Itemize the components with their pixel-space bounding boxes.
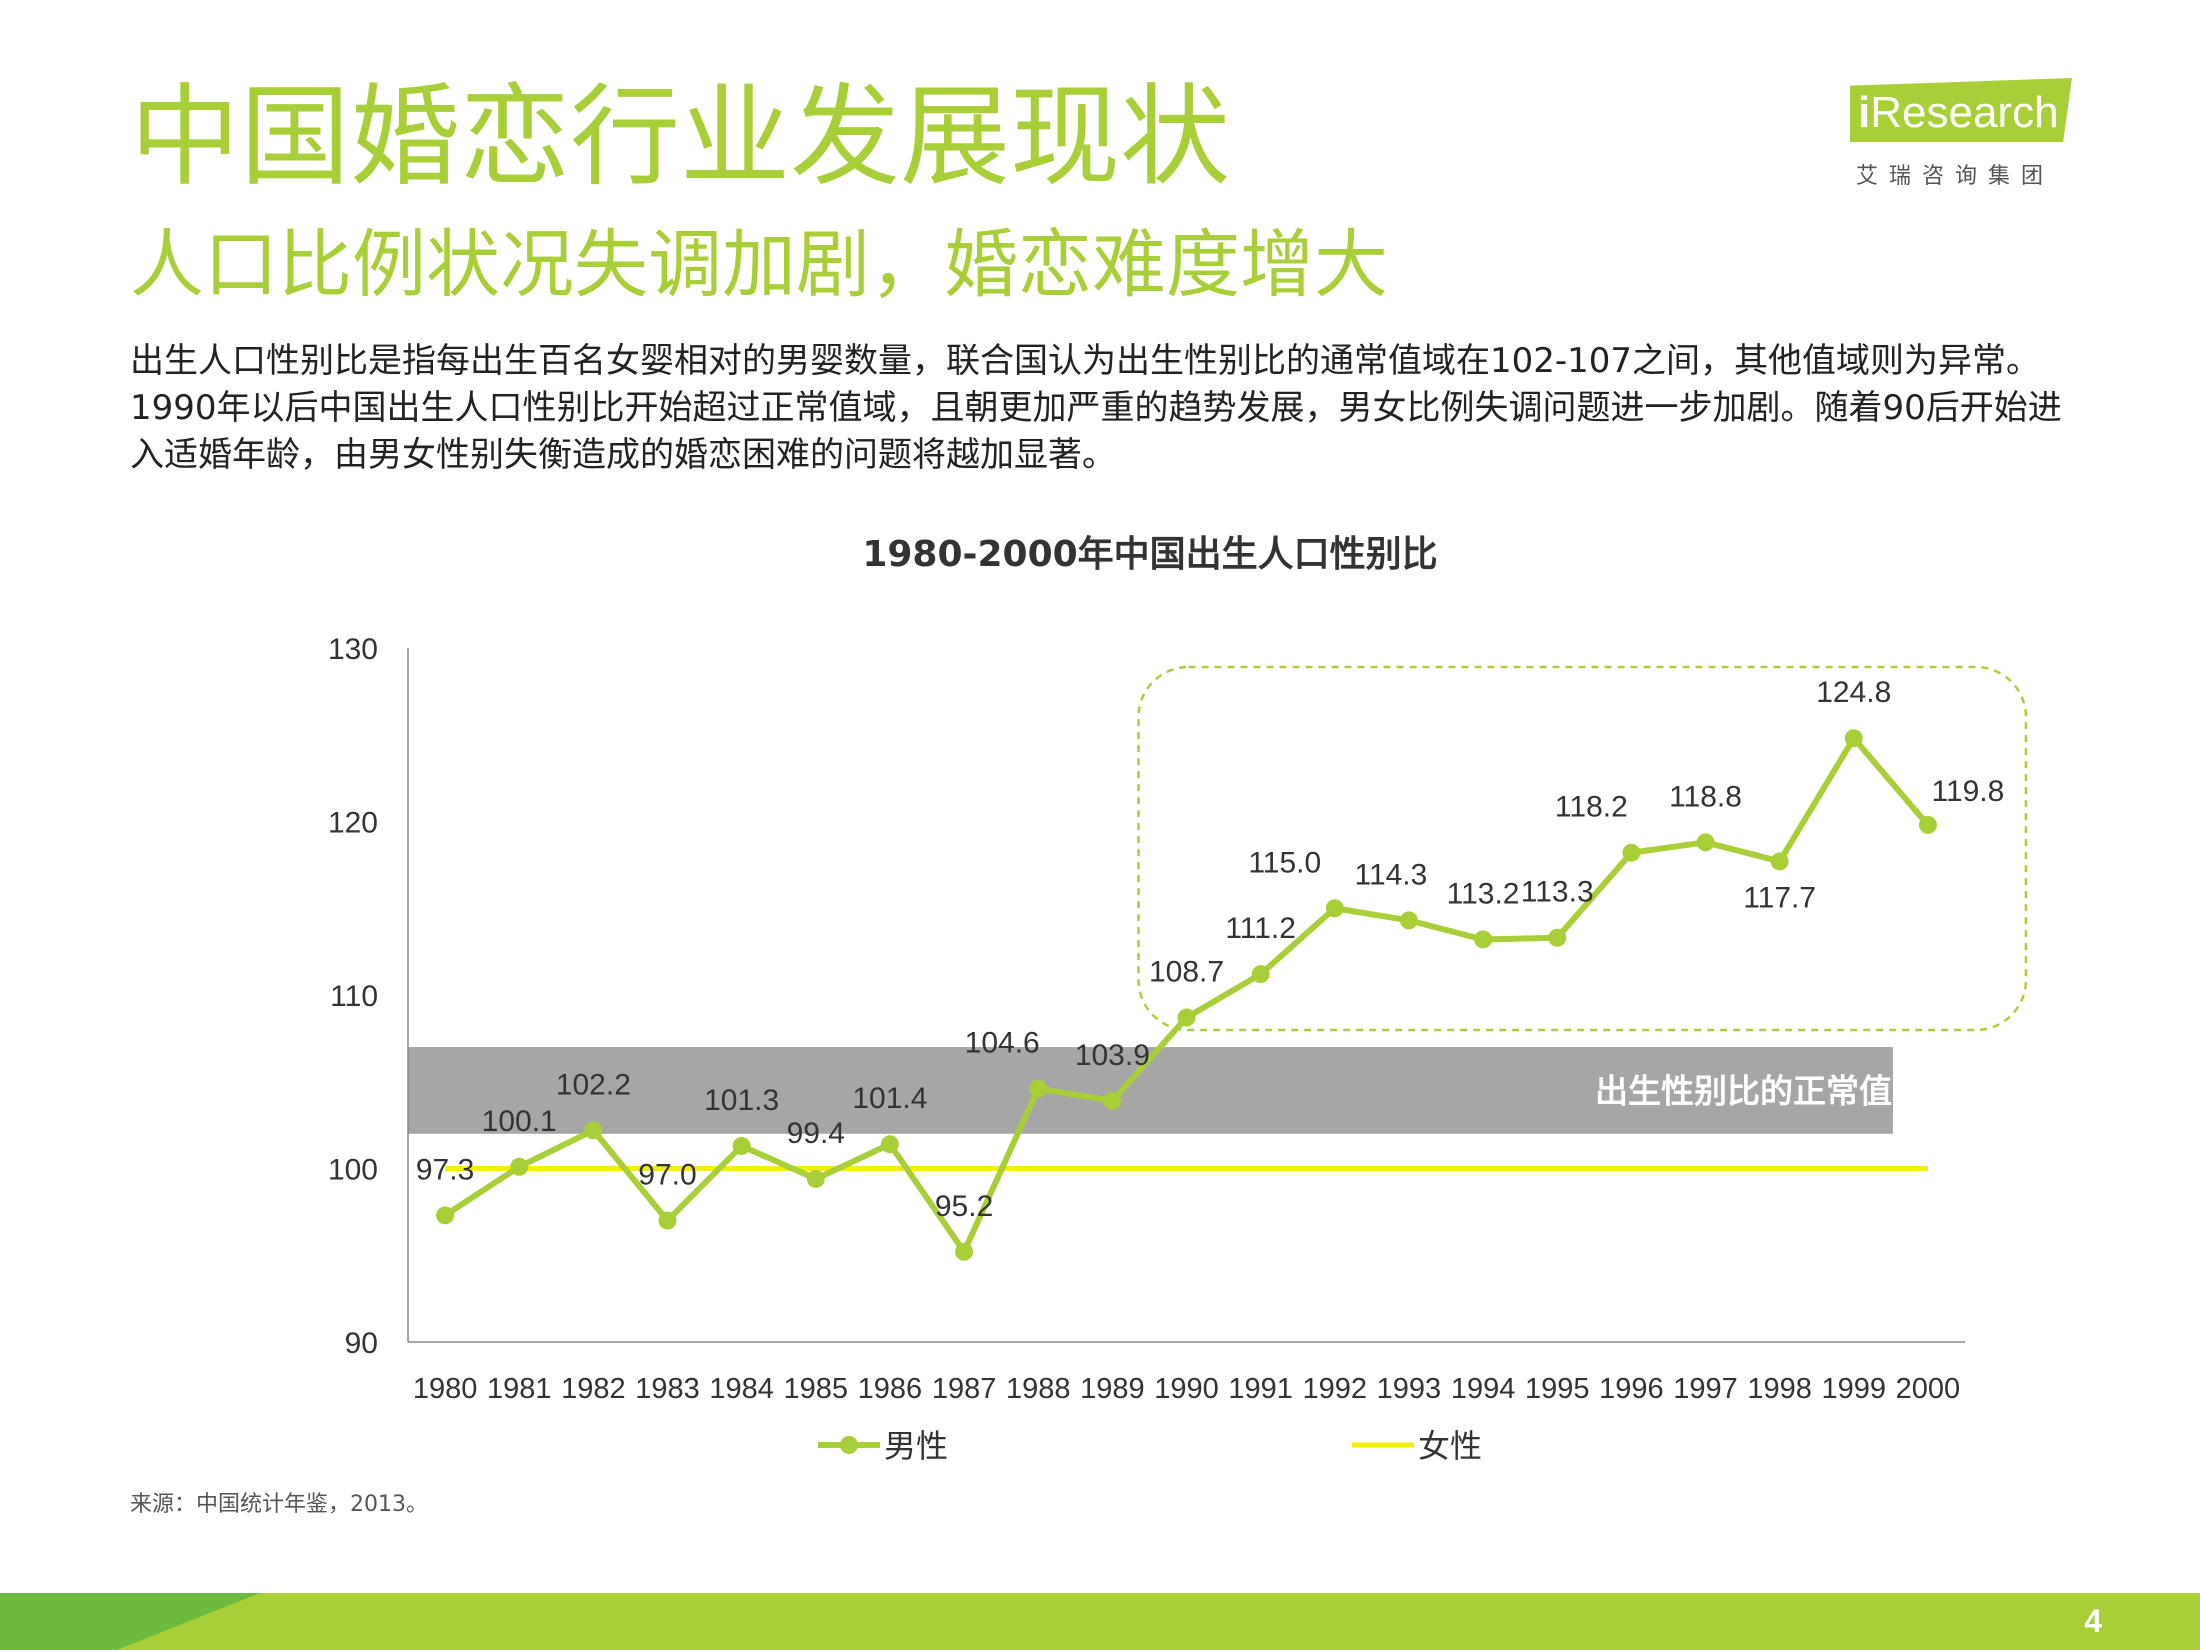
x-tick-label: 1985 xyxy=(784,1373,849,1405)
x-tick-label: 1980 xyxy=(413,1373,478,1405)
x-tick-label: 1995 xyxy=(1525,1373,1590,1405)
data-point-male xyxy=(1029,1079,1048,1098)
footer-bar: 4 xyxy=(0,1593,2200,1650)
x-tick-label: 1986 xyxy=(858,1373,923,1405)
logo-background xyxy=(1850,78,2072,142)
data-label-male: 101.4 xyxy=(852,1082,927,1115)
data-point-male xyxy=(955,1242,974,1261)
data-point-male xyxy=(1177,1008,1196,1027)
data-label-male: 118.2 xyxy=(1555,791,1628,824)
y-tick-label: 110 xyxy=(330,980,378,1013)
data-label-male: 113.3 xyxy=(1521,876,1594,909)
data-label-male: 118.8 xyxy=(1669,780,1742,813)
x-tick-label: 1991 xyxy=(1228,1373,1293,1405)
data-label-male: 97.0 xyxy=(638,1159,696,1192)
x-tick-label: 1998 xyxy=(1747,1373,1812,1405)
x-tick-label: 1988 xyxy=(1006,1373,1071,1405)
x-tick-label: 1981 xyxy=(487,1373,552,1405)
chart-title: 1980-2000年中国出生人口性别比 xyxy=(862,534,1437,575)
iresearch-logo: iResearch 艾瑞咨询集团 xyxy=(1850,78,2080,190)
data-point-male xyxy=(584,1121,603,1140)
page-title: 中国婚恋行业发展现状 xyxy=(130,73,1230,201)
data-label-male: 108.7 xyxy=(1149,956,1224,989)
data-label-male: 97.3 xyxy=(416,1153,474,1186)
data-label-male: 114.3 xyxy=(1354,858,1427,891)
x-tick-label: 1993 xyxy=(1377,1373,1442,1405)
page-number: 4 xyxy=(2084,1603,2102,1639)
data-label-male: 103.9 xyxy=(1075,1039,1150,1072)
data-point-male xyxy=(806,1169,825,1188)
y-tick-label: 90 xyxy=(345,1327,378,1360)
highlight-region-box xyxy=(1137,665,2028,1032)
data-label-male: 115.0 xyxy=(1248,846,1321,879)
logo-mark: i xyxy=(1858,88,1871,137)
data-label-male: 111.2 xyxy=(1225,912,1296,945)
x-tick-label: 1992 xyxy=(1303,1373,1368,1405)
data-point-male xyxy=(1251,965,1270,984)
x-tick-label: 1990 xyxy=(1154,1373,1219,1405)
logo-company-name: 艾瑞咨询集团 xyxy=(1856,164,2055,189)
data-point-male xyxy=(436,1206,455,1225)
logo-wordmark: iResearch xyxy=(1858,88,2059,138)
data-point-male xyxy=(1103,1091,1122,1110)
data-point-male xyxy=(1770,852,1789,871)
description-text: 出生人口性别比是指每出生百名女婴相对的男婴数量，联合国认为出生性别比的通常值域在… xyxy=(130,341,2062,475)
normal-range-label: 出生性别比的正常值域 xyxy=(1595,1071,1925,1110)
data-label-male: 104.6 xyxy=(965,1027,1040,1060)
data-label-male: 95.2 xyxy=(935,1190,993,1223)
x-tick-label: 1984 xyxy=(709,1373,774,1405)
data-label-male: 117.7 xyxy=(1743,881,1816,914)
y-tick-label: 130 xyxy=(328,633,378,666)
legend-label-male: 男性 xyxy=(884,1427,948,1465)
data-point-male xyxy=(1622,843,1641,862)
data-label-male: 99.4 xyxy=(787,1117,845,1150)
legend-marker-male xyxy=(840,1436,858,1454)
data-point-male xyxy=(1325,899,1344,918)
data-point-male xyxy=(732,1136,751,1155)
x-tick-label: 1987 xyxy=(932,1373,997,1405)
x-tick-label: 1994 xyxy=(1451,1373,1516,1405)
data-point-male xyxy=(1548,928,1567,947)
data-point-male xyxy=(880,1135,899,1154)
data-point-male xyxy=(510,1157,529,1176)
data-point-male xyxy=(1918,815,1937,834)
x-tick-label: 2000 xyxy=(1896,1373,1961,1405)
data-point-male xyxy=(1844,729,1863,748)
data-label-male: 113.2 xyxy=(1447,877,1520,910)
data-label-male: 100.1 xyxy=(482,1105,557,1138)
data-label-male: 102.2 xyxy=(556,1068,631,1101)
data-label-male: 101.3 xyxy=(704,1084,779,1117)
x-tick-label: 1996 xyxy=(1599,1373,1664,1405)
data-point-male xyxy=(1399,911,1418,930)
page-subtitle: 人口比例状况失调加剧，婚恋难度增大 xyxy=(130,222,1388,308)
x-tick-label: 1989 xyxy=(1080,1373,1145,1405)
legend-label-female: 女性 xyxy=(1418,1427,1482,1465)
x-tick-label: 1999 xyxy=(1822,1373,1887,1405)
x-tick-label: 1983 xyxy=(635,1373,700,1405)
data-point-male xyxy=(1696,833,1715,852)
logo-name: Research xyxy=(1870,88,2059,137)
x-tick-label: 1982 xyxy=(561,1373,626,1405)
data-label-male: 119.8 xyxy=(1931,775,2004,808)
y-tick-label: 120 xyxy=(328,807,378,840)
source-note: 来源：中国统计年鉴，2013。 xyxy=(130,1492,428,1517)
data-point-male xyxy=(1474,930,1493,949)
footer-accent xyxy=(0,1593,260,1650)
y-tick-label: 100 xyxy=(328,1154,378,1187)
data-point-male xyxy=(658,1211,677,1230)
x-tick-label: 1997 xyxy=(1673,1373,1738,1405)
data-label-male: 124.8 xyxy=(1816,676,1891,709)
